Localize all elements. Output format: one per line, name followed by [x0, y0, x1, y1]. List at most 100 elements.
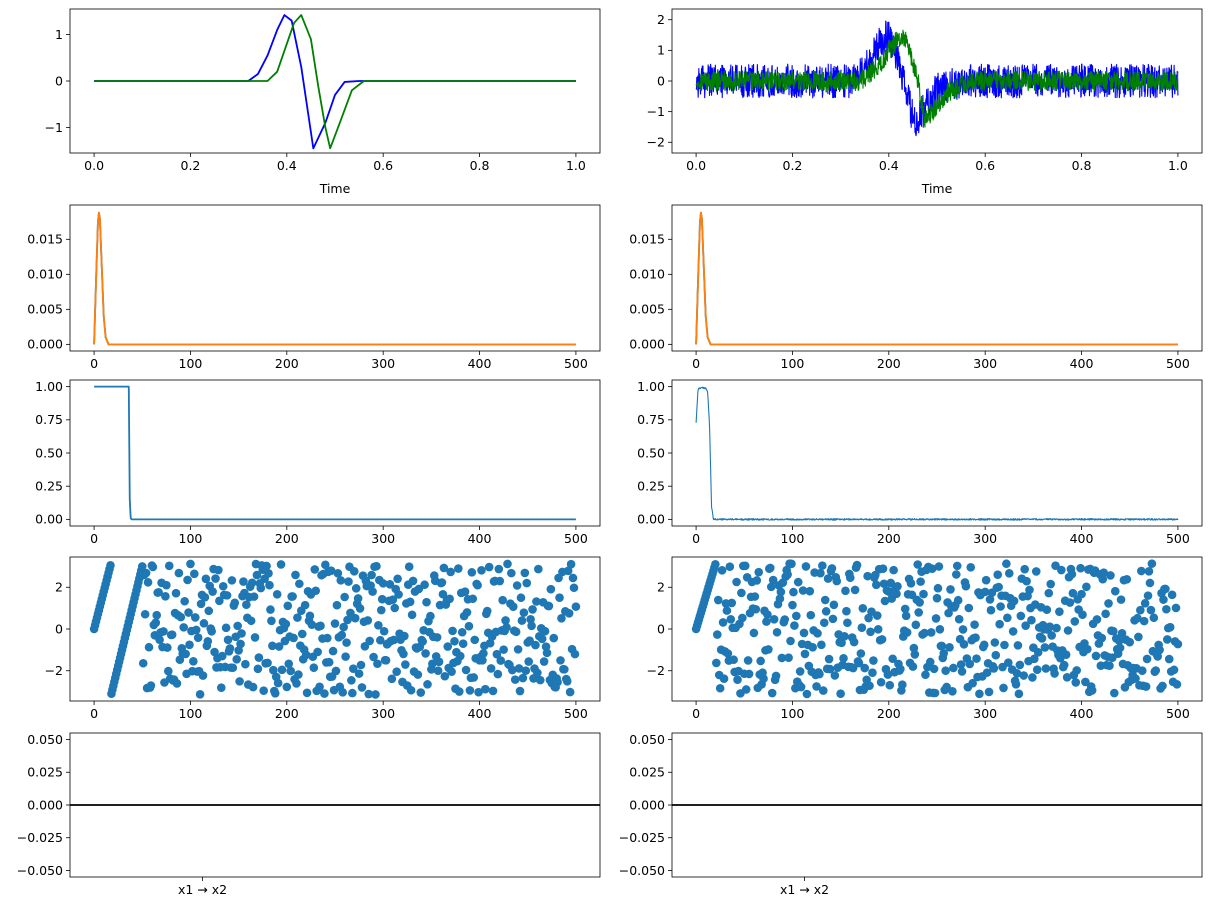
scatter-point — [966, 563, 976, 572]
y-tick-label: 0.010 — [27, 267, 63, 282]
scatter-point — [234, 646, 243, 655]
scatter-point — [1122, 574, 1132, 584]
scatter-point — [764, 645, 773, 654]
series-line — [695, 211, 1178, 346]
x-tick-label: 500 — [564, 706, 588, 721]
scatter-point — [510, 675, 520, 684]
scatter-point — [531, 640, 540, 650]
x-tick-label: 0.2 — [181, 158, 201, 173]
scatter-point — [437, 578, 447, 587]
scatter-point — [277, 665, 287, 675]
scatter-point — [246, 616, 256, 626]
y-tick-label: 0.005 — [629, 302, 665, 317]
scatter-point — [715, 683, 725, 693]
scatter-point — [1025, 585, 1034, 595]
y-tick-label: 0.50 — [637, 445, 665, 460]
scatter-point — [232, 655, 242, 664]
scatter-point — [368, 587, 377, 596]
scatter-point — [865, 681, 874, 691]
scatter-point — [799, 628, 809, 638]
scatter-point — [754, 567, 764, 577]
scatter-point — [1041, 664, 1051, 673]
scatter-point — [780, 615, 790, 624]
scatter-point — [1003, 613, 1012, 623]
scatter-point — [553, 677, 562, 687]
y-tick-label: 0.25 — [637, 478, 665, 493]
scatter-point — [381, 656, 391, 665]
scatter-series — [89, 559, 581, 699]
scatter-point — [270, 688, 280, 698]
scatter-point — [247, 578, 257, 588]
scatter-point — [516, 593, 526, 603]
scatter-point — [919, 589, 928, 599]
scatter-point — [320, 689, 329, 698]
scatter-point — [796, 682, 806, 692]
scatter-point — [227, 576, 237, 585]
scatter-point — [854, 658, 864, 668]
scatter-point — [357, 683, 367, 692]
scatter-point — [503, 559, 512, 569]
scatter-point — [482, 606, 492, 616]
scatter-point — [1004, 569, 1014, 578]
scatter-point — [1045, 622, 1055, 631]
scatter-point — [467, 568, 477, 577]
scatter-point — [349, 664, 358, 673]
scatter-point — [1015, 660, 1025, 670]
scatter-point — [802, 689, 812, 699]
scatter-point — [769, 615, 779, 624]
scatter-point — [749, 628, 759, 638]
scatter-point — [1081, 677, 1090, 687]
scatter-point — [569, 583, 579, 593]
scatter-point — [752, 576, 762, 585]
scatter-point — [294, 670, 303, 679]
scatter-point — [570, 649, 580, 659]
scatter-point — [404, 562, 414, 572]
y-tick-label: 2 — [657, 580, 665, 595]
scatter-point — [1145, 578, 1155, 588]
scatter-point — [1136, 566, 1146, 576]
scatter-point — [869, 656, 878, 665]
scatter-point — [501, 616, 510, 625]
scatter-point — [812, 682, 821, 691]
scatter-point — [521, 666, 531, 675]
scatter-point — [267, 616, 276, 626]
subplot-1: 0.0 0.2 0.4 0.6 0.8 1.0 −1 0 1 Time — [45, 8, 601, 196]
scatter-point — [1099, 568, 1109, 578]
scatter-point — [945, 643, 954, 652]
scatter-point — [896, 664, 905, 674]
scatter-point — [1131, 674, 1140, 683]
scatter-point — [916, 577, 925, 586]
scatter-point — [321, 560, 330, 570]
scatter-point — [316, 621, 325, 631]
scatter-point — [301, 650, 311, 660]
x-tick-label: 100 — [179, 706, 203, 721]
scatter-point — [986, 605, 996, 615]
scatter-point — [767, 688, 777, 698]
scatter-point — [494, 564, 504, 574]
scatter-point — [470, 635, 480, 645]
scatter-point — [556, 656, 565, 665]
scatter-point — [172, 679, 182, 688]
y-tick-label: 0.025 — [27, 765, 63, 780]
subplot-6: 0 100 200 300 400 500 0.00 0.25 0.50 0.75 1.00 — [637, 379, 1203, 546]
scatter-point — [492, 649, 502, 659]
scatter-point — [1063, 626, 1073, 635]
scatter-point — [542, 648, 552, 658]
scatter-point — [363, 616, 373, 625]
x-tick-label: 0 — [692, 706, 700, 721]
scatter-point — [433, 666, 443, 675]
x-tick-label: 0.8 — [470, 158, 490, 173]
scatter-point — [281, 619, 291, 629]
scatter-point — [946, 585, 955, 594]
scatter-point — [902, 628, 912, 637]
scatter-point — [392, 667, 401, 676]
scatter-point — [479, 649, 488, 658]
scatter-point — [339, 622, 348, 632]
scatter-point — [337, 630, 347, 640]
scatter-point — [1147, 559, 1157, 568]
scatter-point — [893, 581, 902, 591]
x-tick-label: 0.4 — [879, 158, 899, 173]
scatter-point — [971, 633, 980, 642]
scatter-point — [137, 562, 147, 571]
scatter-point — [540, 626, 550, 636]
